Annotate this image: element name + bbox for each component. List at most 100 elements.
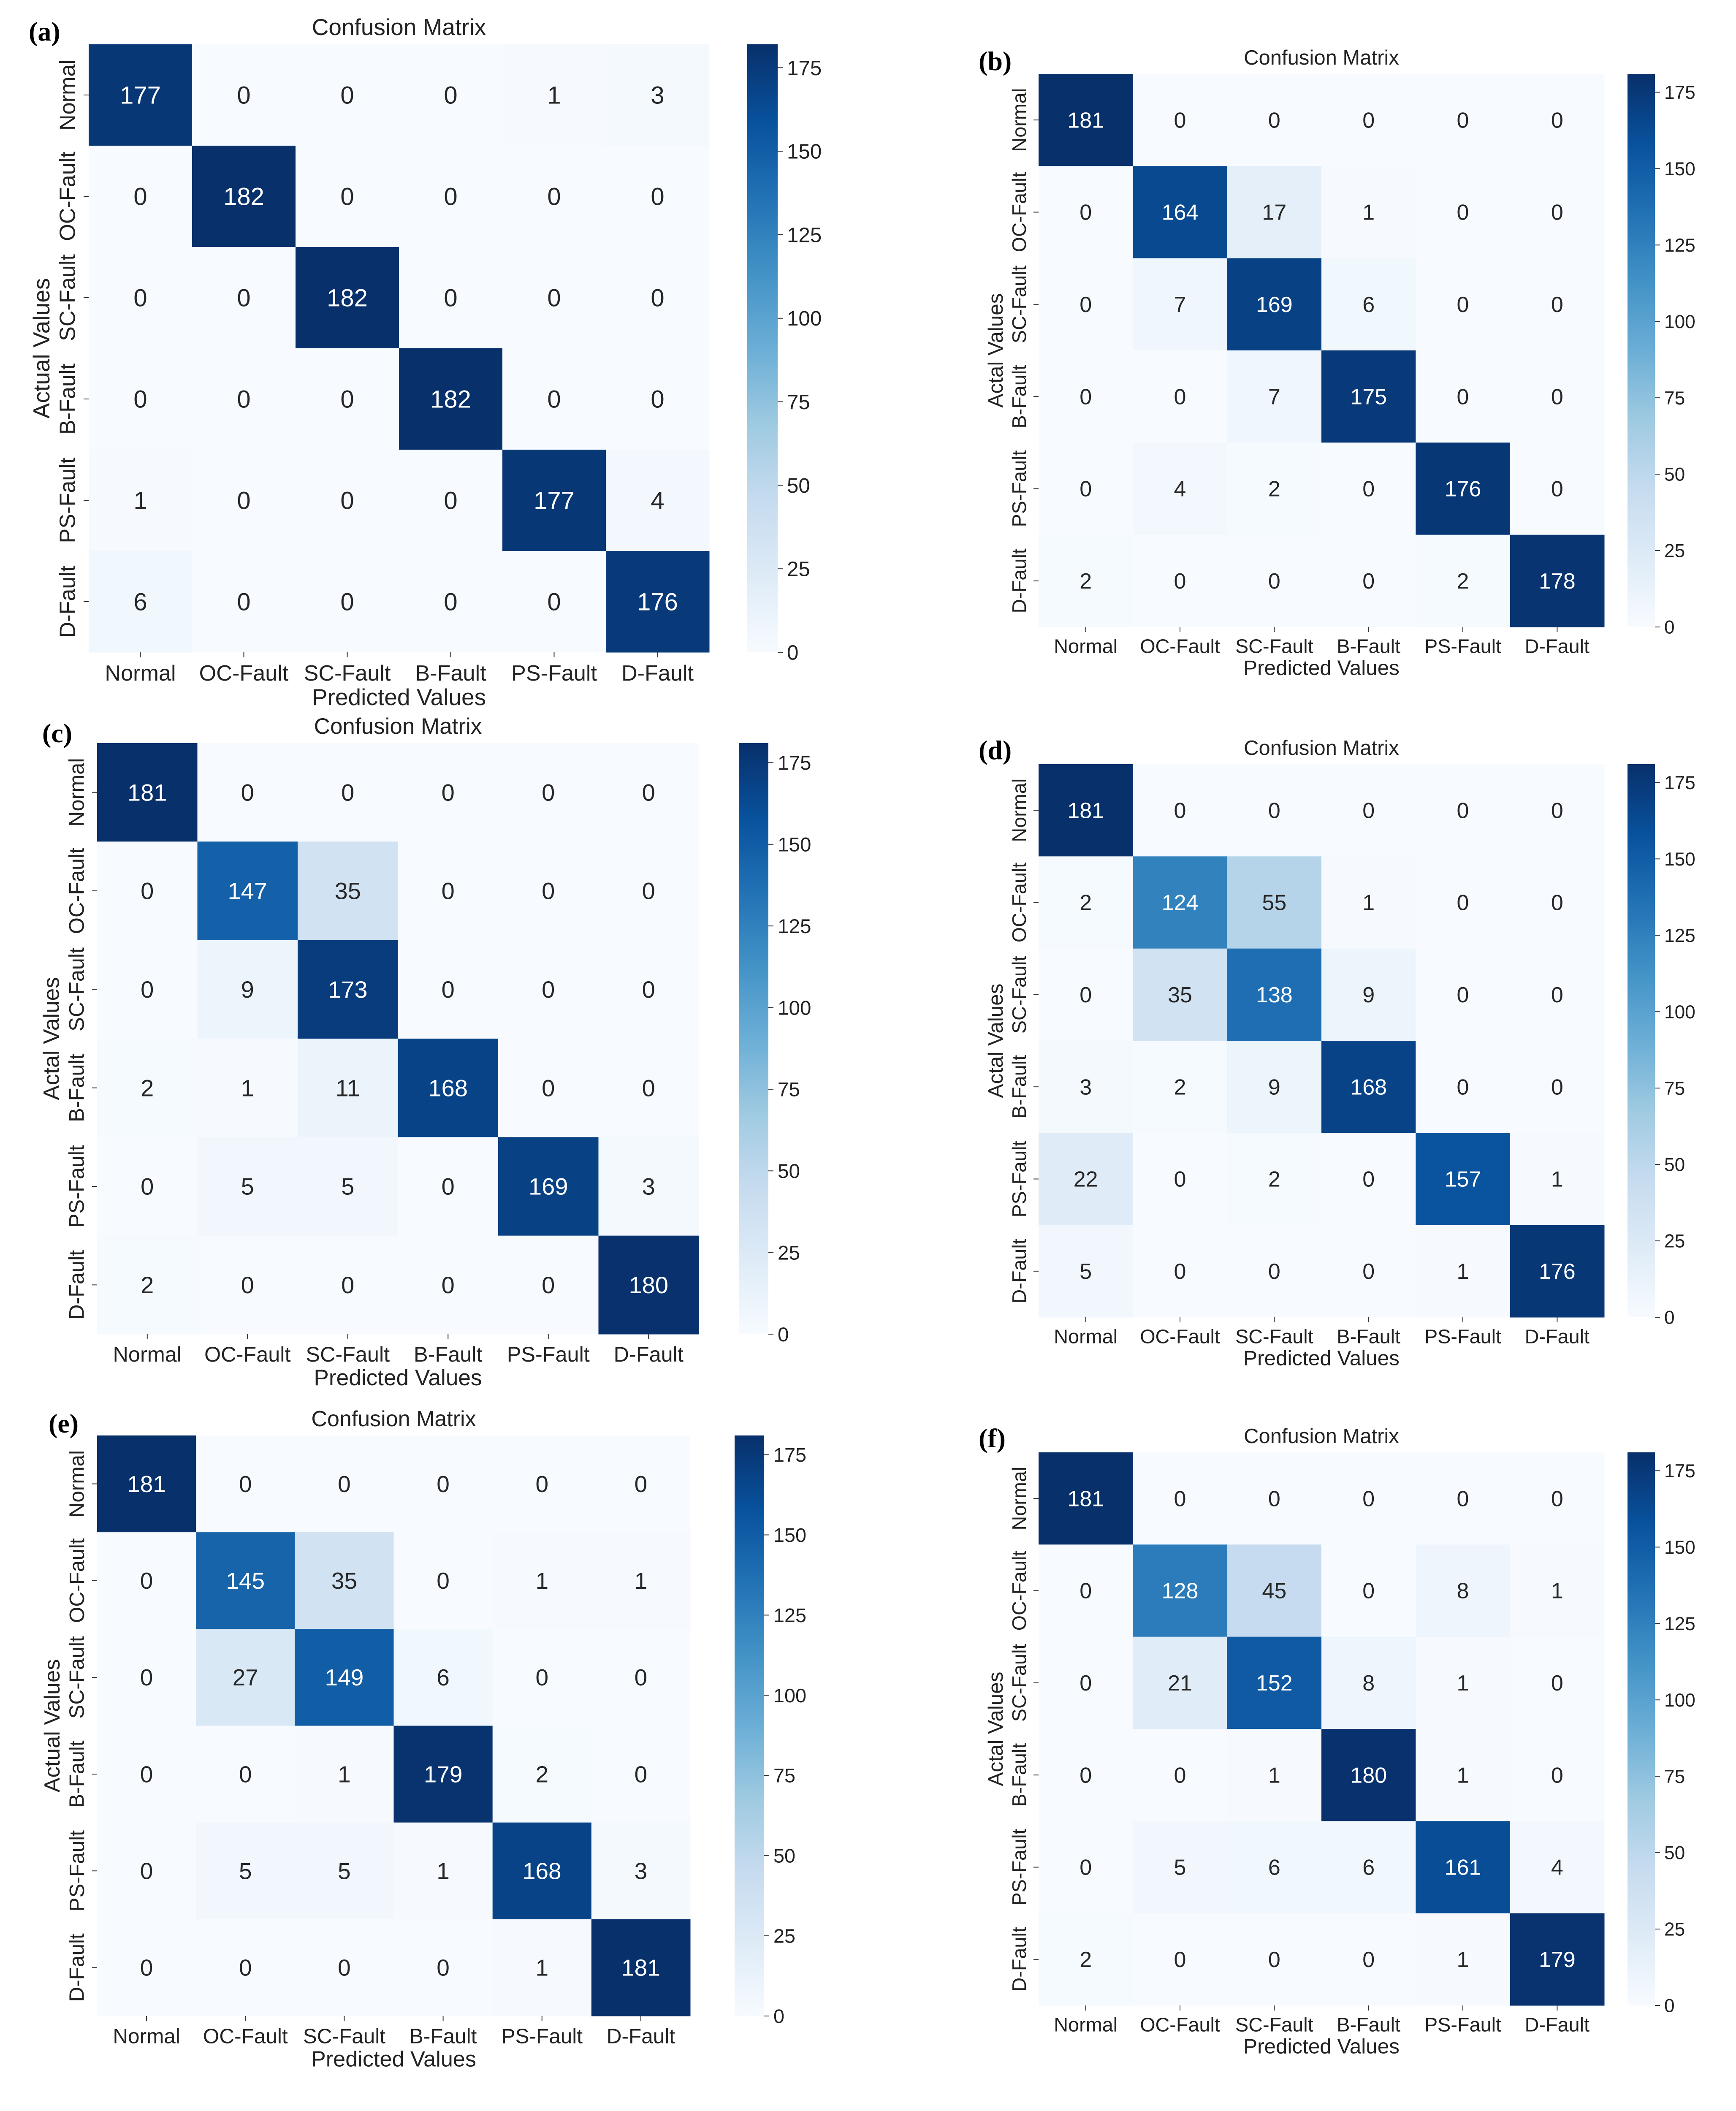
cell-value-label: 0 — [141, 976, 154, 1003]
heatmap-cell — [97, 1039, 198, 1137]
x-tick-label: D-Fault — [1525, 635, 1590, 657]
cell-value-label: 0 — [1268, 798, 1280, 823]
cell-value-label: 0 — [1551, 1075, 1563, 1099]
cell-value-label: 181 — [1067, 108, 1104, 133]
heatmap-cell — [1510, 948, 1605, 1041]
heatmap-cell — [502, 551, 606, 653]
cell-value-label: 179 — [1539, 1948, 1576, 1972]
cell-value-label: 0 — [1457, 1487, 1469, 1511]
heatmap-cell — [1416, 1544, 1511, 1637]
y-tick-label: PS-Fault — [64, 1145, 88, 1228]
colorbar-tick-label: 75 — [1664, 388, 1685, 409]
heatmap-cell — [1133, 948, 1228, 1041]
cell-value-label: 145 — [226, 1568, 265, 1594]
x-tick-label: B-Fault — [1337, 2013, 1400, 2035]
heatmap-cell — [1133, 1041, 1228, 1133]
heatmap-cell — [1039, 350, 1133, 443]
heatmap-cell — [1510, 1636, 1605, 1729]
cell-value-label: 0 — [1457, 891, 1469, 915]
heatmap-cell — [1321, 442, 1416, 535]
heatmap-cell — [197, 1235, 298, 1335]
y-tick-label: PS-Fault — [56, 457, 80, 543]
y-tick-label: Normal — [56, 60, 80, 130]
x-axis-label: Predicted Values — [311, 2047, 476, 2071]
heatmap-cell — [1133, 442, 1228, 535]
heatmap-cell — [298, 1235, 398, 1335]
colorbar-tick-label: 100 — [773, 1685, 806, 1707]
cell-value-label: 177 — [534, 487, 575, 514]
cell-value-label: 164 — [1162, 201, 1199, 225]
panel-letter: (c) — [42, 718, 73, 748]
x-tick-label: PS-Fault — [1424, 2013, 1501, 2035]
cell-value-label: 0 — [437, 1568, 450, 1594]
heatmap-cell — [591, 1435, 691, 1533]
heatmap-cell — [97, 1235, 198, 1335]
cell-value-label: 0 — [237, 81, 250, 109]
heatmap-cell — [1416, 166, 1511, 259]
heatmap-cell — [89, 450, 193, 551]
cell-value-label: 0 — [340, 81, 354, 109]
heatmap-cell — [606, 44, 710, 146]
heatmap-cell — [192, 44, 296, 146]
y-tick-label: Normal — [1008, 88, 1030, 152]
y-tick-label: B-Fault — [65, 1740, 89, 1808]
heatmap-cell — [598, 743, 699, 842]
heatmap-cell — [1039, 1041, 1133, 1133]
heatmap-cell — [97, 743, 198, 842]
y-tick-label: B-Fault — [1008, 365, 1030, 429]
cell-value-label: 7 — [1268, 385, 1280, 409]
panel-letter: (f) — [979, 1423, 1006, 1453]
heatmap-cell — [591, 1822, 691, 1920]
colorbar — [1628, 1452, 1655, 2005]
colorbar-tick-label: 0 — [773, 2005, 784, 2027]
colorbar — [739, 743, 768, 1334]
heatmap-cell — [1510, 1729, 1605, 1821]
cell-value-label: 2 — [1174, 1075, 1186, 1099]
heatmap-svg: Confusion Matrix 177 0 0 0 1 3 0 182 0 0 0 0 0 0 182 0 0 0… — [28, 14, 822, 710]
cell-value-label: 182 — [430, 385, 471, 413]
heatmap-cell — [1510, 258, 1605, 351]
colorbar-tick-label: 75 — [1664, 1078, 1685, 1099]
cell-value-label: 0 — [340, 487, 354, 514]
cell-value-label: 17 — [1262, 201, 1286, 225]
y-tick-label: B-Fault — [1008, 1743, 1030, 1807]
heatmap-cell — [498, 1137, 599, 1236]
heatmap-cell — [1321, 350, 1416, 443]
cell-value-label: 1 — [1457, 1948, 1469, 1972]
colorbar-tick-label: 125 — [1664, 1614, 1695, 1634]
heatmap-cell — [1133, 166, 1228, 259]
heatmap-cell — [192, 247, 296, 349]
cell-value-label: 0 — [341, 779, 354, 806]
cell-value-label: 2 — [1268, 1167, 1280, 1192]
cell-value-label: 0 — [635, 1761, 648, 1787]
cell-value-label: 176 — [1539, 1259, 1576, 1284]
cell-value-label: 2 — [1080, 1948, 1092, 1972]
heatmap-cell — [1416, 258, 1511, 351]
y-tick-label: OC-Fault — [1008, 1551, 1030, 1631]
cell-value-label: 1 — [133, 487, 147, 514]
colorbar — [1628, 764, 1655, 1317]
cell-value-label: 0 — [1362, 1948, 1375, 1972]
y-tick-label: D-Fault — [1008, 1927, 1030, 1992]
cell-value-label: 6 — [1268, 1856, 1280, 1880]
cell-value-label: 0 — [1551, 1671, 1563, 1696]
y-tick-label: SC-Fault — [64, 947, 88, 1031]
cell-value-label: 0 — [241, 1272, 254, 1298]
x-tick-label: D-Fault — [1525, 2013, 1590, 2035]
heatmap-cell — [1416, 1913, 1511, 2006]
cell-value-label: 0 — [444, 284, 457, 312]
heatmap-cell — [399, 146, 503, 247]
cell-value-label: 1 — [547, 81, 561, 109]
heatmap-cell — [598, 1235, 699, 1335]
heatmap-cell — [492, 1726, 592, 1823]
cell-value-label: 0 — [547, 284, 561, 312]
heatmap-cell — [591, 1532, 691, 1629]
cell-value-label: 176 — [1445, 477, 1481, 502]
heatmap-cell — [1133, 74, 1228, 166]
heatmap-cell — [1510, 1544, 1605, 1637]
cell-value-label: 0 — [635, 1664, 648, 1690]
cell-value-label: 0 — [1551, 385, 1563, 409]
colorbar-tick-label: 25 — [787, 558, 810, 581]
